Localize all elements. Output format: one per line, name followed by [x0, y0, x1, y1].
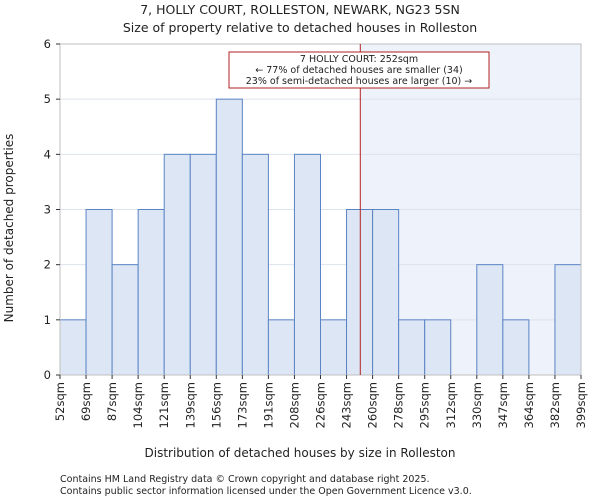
footer-line-1: Contains HM Land Registry data © Crown c… — [60, 474, 430, 485]
bar-87sqm — [111, 264, 139, 376]
y-axis: 0 1 2 3 4 5 6 — [44, 37, 60, 382]
property-annotation: 7 HOLLY COURT: 252sqm ← 77% of detached … — [228, 51, 490, 89]
x-tick-label-173sqm: 173sqm — [235, 382, 249, 428]
y-tick-label: 0 — [44, 368, 51, 382]
y-tick-label: 5 — [44, 92, 51, 106]
bar-295sqm — [424, 319, 452, 376]
x-tick-label-278sqm: 278sqm — [392, 382, 406, 428]
y-axis-label: Number of detached properties — [2, 134, 16, 323]
bar-104sqm — [137, 209, 165, 376]
x-tick-label-364sqm: 364sqm — [522, 382, 536, 428]
x-tick-label-295sqm: 295sqm — [418, 382, 432, 428]
x-tick-label-121sqm: 121sqm — [157, 382, 171, 428]
annotation-line-2: ← 77% of detached houses are smaller (34… — [255, 65, 462, 76]
x-tick-label-139sqm: 139sqm — [183, 382, 197, 428]
bar-330sqm — [476, 264, 504, 376]
x-tick-label-87sqm: 87sqm — [105, 382, 119, 421]
annotation-box — [228, 51, 490, 89]
bar-226sqm — [320, 319, 348, 376]
annotation-line-3: 23% of semi-detached houses are larger (… — [246, 76, 473, 87]
x-tick-label-226sqm: 226sqm — [314, 382, 328, 428]
bar-139sqm — [189, 153, 217, 376]
bar-243sqm — [346, 209, 374, 376]
y-tick-label: 1 — [44, 313, 51, 327]
x-tick-label-399sqm: 399sqm — [574, 382, 588, 428]
bar-52sqm — [59, 319, 87, 376]
x-tick-label-52sqm: 52sqm — [53, 382, 67, 421]
bar-347sqm — [502, 319, 530, 376]
bar-156sqm — [215, 98, 243, 376]
chart-subtitle: Size of property relative to detached ho… — [123, 20, 477, 35]
x-tick-label-243sqm: 243sqm — [340, 382, 354, 428]
bar-121sqm — [163, 153, 191, 376]
chart-title: 7, HOLLY COURT, ROLLESTON, NEWARK, NG23 … — [140, 2, 460, 17]
x-tick-label-69sqm: 69sqm — [79, 382, 93, 421]
bar-382sqm — [554, 264, 582, 376]
y-tick-label: 2 — [44, 258, 51, 272]
x-tick-label-156sqm: 156sqm — [209, 382, 223, 428]
bar-191sqm — [267, 319, 295, 376]
x-axis-label: Distribution of detached houses by size … — [145, 446, 456, 460]
y-tick-label: 6 — [44, 37, 51, 51]
bar-260sqm — [372, 209, 400, 376]
x-tick-label-347sqm: 347sqm — [496, 382, 510, 428]
bar-173sqm — [241, 153, 269, 376]
x-axis: 52sqm 69sqm 87sqm 104sqm 121sqm 139sqm 156sqm 1… — [53, 375, 588, 428]
annotation-line-1: 7 HOLLY COURT: 252sqm — [300, 54, 418, 65]
x-tick-label-260sqm: 260sqm — [366, 382, 380, 428]
x-tick-label-382sqm: 382sqm — [548, 382, 562, 428]
bar-69sqm — [85, 209, 113, 376]
x-tick-label-330sqm: 330sqm — [470, 382, 484, 428]
x-tick-label-104sqm: 104sqm — [131, 382, 145, 428]
y-tick-label: 4 — [44, 147, 51, 161]
x-tick-label-208sqm: 208sqm — [287, 382, 301, 428]
bar-278sqm — [398, 319, 426, 376]
x-tick-label-312sqm: 312sqm — [444, 382, 458, 428]
footer-line-2: Contains public sector information licen… — [60, 486, 472, 497]
x-tick-label-191sqm: 191sqm — [261, 382, 275, 428]
bar-208sqm — [293, 153, 322, 376]
y-tick-label: 3 — [44, 203, 51, 217]
